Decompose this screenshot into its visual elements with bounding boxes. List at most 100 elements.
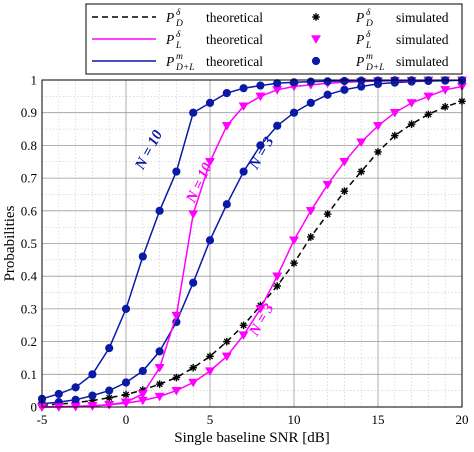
point-pdl3 [239, 167, 248, 176]
point-pdl3 [71, 395, 80, 404]
legend-label: theoretical [206, 54, 263, 69]
point-pl10 [137, 390, 148, 399]
legend-superscript: m [176, 52, 183, 62]
point-pdl3 [121, 378, 131, 387]
point-pl10 [238, 102, 249, 112]
point-pdl3 [289, 108, 299, 117]
legend-subscript: L [365, 41, 371, 51]
point-pdl10 [306, 77, 315, 86]
x-tick-label: 10 [288, 412, 301, 427]
point-pdl3 [323, 90, 332, 99]
point-pd [323, 210, 332, 218]
point-pl [171, 386, 182, 396]
x-tick-label: -5 [37, 412, 48, 427]
y-tick-label: 0.9 [21, 105, 37, 120]
point-pd [441, 103, 449, 111]
point-pdl3 [105, 386, 114, 395]
y-axis-title: Probabilities [2, 205, 18, 281]
point-pd [391, 131, 399, 140]
point-pl10 [104, 401, 115, 410]
legend-symbol: P [355, 10, 364, 25]
point-pdl10 [71, 383, 80, 392]
legend-symbol: P [165, 10, 174, 25]
y-tick-label: 0.6 [21, 203, 38, 218]
point-pdl10 [222, 88, 231, 98]
point-pl [154, 392, 165, 402]
legend-label: simulated [396, 54, 449, 69]
point-pdl3 [155, 347, 164, 356]
point-pdl3 [88, 391, 97, 400]
point-pdl10 [172, 167, 181, 176]
y-tick-label: 0.8 [21, 138, 37, 153]
legend-marker-asterisk [312, 13, 320, 21]
point-pl [406, 99, 417, 108]
point-pd [223, 337, 231, 346]
legend-marker-triangle-down [310, 35, 322, 44]
y-tick-label: 0.2 [21, 334, 37, 349]
legend-symbol: P [355, 54, 364, 69]
point-pdl10 [323, 77, 332, 86]
y-tick-label: 0.5 [21, 236, 37, 251]
point-pl10 [221, 122, 232, 131]
point-pl10 [204, 158, 216, 167]
point-pdl10 [239, 84, 248, 93]
y-tick-label: 0.1 [21, 367, 37, 382]
point-pdl10 [155, 206, 164, 215]
point-pdl10 [121, 304, 131, 313]
point-pd [307, 233, 315, 241]
y-tick-label: 0.3 [21, 301, 37, 316]
point-pl [238, 331, 249, 340]
point-pd [172, 373, 181, 382]
point-pl [305, 207, 316, 216]
point-pd [357, 167, 365, 176]
legend-symbol: P [355, 32, 364, 47]
point-pl [440, 86, 451, 95]
grid [41, 79, 463, 408]
point-pdl3 [222, 200, 231, 209]
point-pl10 [87, 402, 98, 411]
point-pdl10 [256, 81, 265, 90]
point-pdl10 [357, 76, 366, 85]
axes-box [41, 79, 463, 408]
point-pdl10 [189, 108, 198, 117]
point-pl [339, 158, 350, 167]
point-pd [340, 187, 349, 195]
point-pd [239, 321, 248, 330]
point-pl [389, 109, 400, 118]
point-pl [188, 378, 199, 388]
point-pd [122, 390, 130, 399]
point-pl [255, 305, 266, 314]
point-pl [272, 272, 283, 282]
point-pdl10 [273, 79, 282, 88]
legend-subscript: D+L [365, 63, 385, 73]
point-pdl3 [256, 141, 265, 150]
legend-label: theoretical [206, 10, 263, 25]
point-pd [290, 259, 298, 267]
point-pd [407, 120, 416, 128]
point-pl [288, 236, 300, 246]
point-pl [204, 367, 216, 376]
legend-superscript: δ [366, 30, 371, 40]
legend-symbol: P [165, 54, 174, 69]
point-pd [155, 380, 164, 388]
point-pdl10 [88, 370, 97, 379]
point-pdl3 [205, 236, 215, 245]
point-pdl3 [138, 366, 147, 376]
legend-label: simulated [396, 10, 449, 25]
legend-subscript: D [175, 19, 183, 29]
legend-subscript: D+L [175, 63, 195, 73]
legend-superscript: δ [366, 8, 371, 18]
point-pd [105, 394, 113, 402]
point-pdl3 [189, 278, 198, 287]
point-pd [206, 352, 214, 361]
legend-label: simulated [396, 32, 449, 47]
point-pl [356, 138, 367, 147]
